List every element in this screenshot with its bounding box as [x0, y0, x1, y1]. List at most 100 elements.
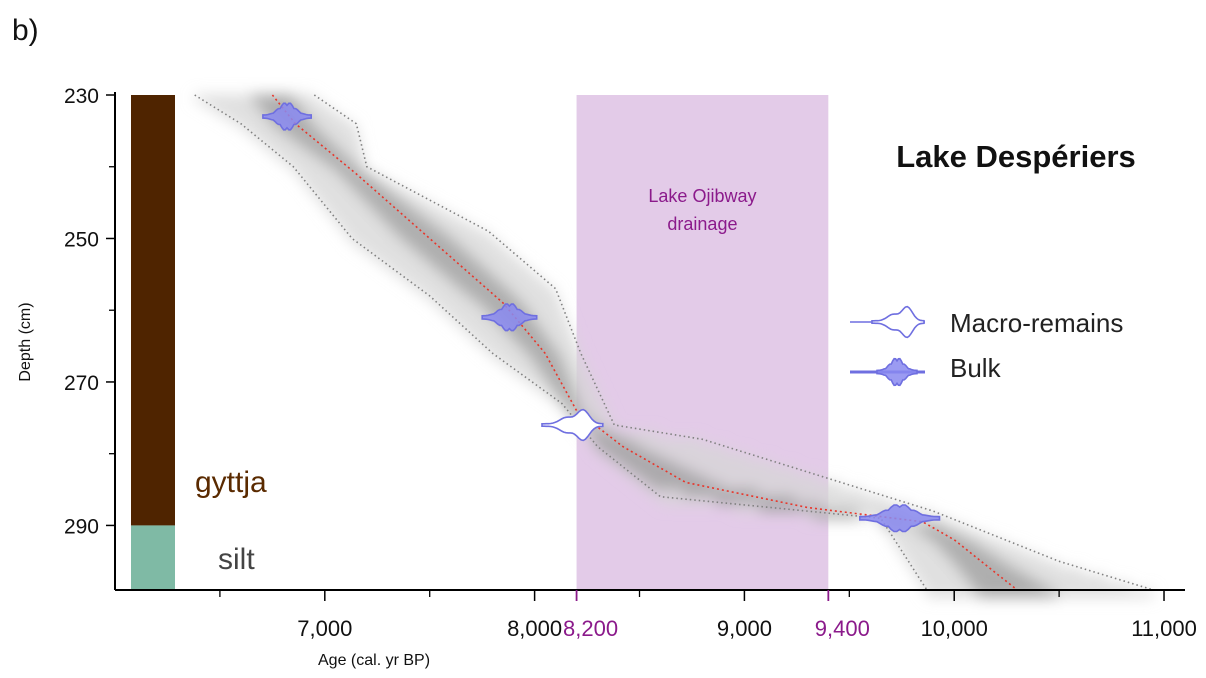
- band-core-slice: [285, 129, 324, 140]
- band-core-slice: [565, 402, 581, 412]
- band-slice: [624, 467, 795, 477]
- band-core-slice: [429, 259, 479, 269]
- band-core-slice: [369, 201, 409, 211]
- band-core-slice: [251, 94, 294, 104]
- band-core-slice: [389, 223, 437, 233]
- band-core-slice: [683, 488, 758, 498]
- band-core-slice: [324, 158, 353, 168]
- band-core-slice: [924, 531, 959, 541]
- band-core-slice: [509, 330, 546, 340]
- x-tick-label: 8,000: [507, 616, 562, 641]
- median-line: [271, 94, 1018, 591]
- band-core-slice: [295, 137, 331, 147]
- band-core-slice: [620, 459, 676, 470]
- band-core-slice: [472, 294, 518, 305]
- bulk-violin: [481, 303, 538, 332]
- band-core-slice: [522, 345, 556, 355]
- band-slice: [597, 445, 726, 455]
- band-core-slice: [257, 101, 299, 111]
- band-core-slice: [275, 122, 316, 132]
- band-core-slice: [555, 388, 575, 398]
- band-slice: [606, 452, 749, 462]
- date-bulk: [481, 303, 538, 332]
- legend-label-bulk: Bulk: [950, 353, 1002, 383]
- lithology-gyttja: [131, 95, 175, 526]
- x-axis-label: Age (cal. yr BP): [318, 652, 430, 669]
- band-core-slice: [355, 187, 390, 197]
- band-core-slice: [941, 545, 985, 556]
- y-tick-label: 230: [64, 85, 99, 108]
- band-core-slice: [348, 180, 380, 190]
- x-highlight-tick-label: 9,400: [815, 616, 870, 641]
- chart-title: Lake Despériers: [896, 139, 1136, 174]
- drainage-label-line: Lake Ojibway: [648, 186, 756, 206]
- band-core-slice: [971, 581, 1045, 591]
- band-core-slice: [560, 395, 578, 405]
- band-core-slice: [934, 538, 974, 548]
- date-bulk: [262, 102, 312, 131]
- band-slice: [591, 438, 703, 448]
- legend-macro-symbol: [871, 305, 925, 339]
- band-core-slice: [814, 510, 859, 520]
- band-slice: [615, 459, 772, 470]
- band-core-slice: [948, 553, 997, 563]
- band-core-slice: [977, 589, 1057, 599]
- band-slice: [293, 165, 367, 175]
- band-slice: [733, 502, 911, 513]
- band-core-slice: [421, 251, 471, 261]
- band-core-slice: [960, 567, 1020, 577]
- y-tick-label: 250: [64, 228, 99, 251]
- panel-label: b): [12, 14, 39, 47]
- drainage-label-line: drainage: [667, 214, 737, 234]
- band-slice: [651, 488, 864, 498]
- drainage-region: [576, 95, 829, 590]
- bulk-violin: [859, 504, 941, 533]
- bulk-violin: [262, 102, 312, 131]
- band-core-slice: [463, 287, 511, 297]
- band-core-slice: [314, 151, 346, 161]
- band-core-slice: [437, 266, 487, 276]
- band-core-slice: [446, 273, 495, 283]
- band-core-slice: [334, 165, 361, 175]
- band-core-slice: [591, 431, 617, 441]
- band-core-slice: [630, 467, 691, 477]
- legend-label-macro-remains: Macro-remains: [950, 308, 1123, 338]
- lithology-label-gyttja: gyttja: [195, 466, 267, 499]
- band-core-slice: [539, 366, 567, 376]
- x-highlight-tick-label: 8,200: [563, 616, 618, 641]
- lithology-label-silt: silt: [218, 543, 255, 576]
- band-core-slice: [650, 481, 721, 491]
- band-core-slice: [759, 502, 821, 513]
- legend-bulk-symbol: [876, 357, 918, 387]
- band-slice: [284, 158, 366, 168]
- band-core-slice: [914, 524, 944, 534]
- band-slice: [299, 172, 381, 183]
- band-core-slice: [342, 172, 371, 183]
- band-slice: [585, 431, 659, 441]
- lithology-silt: [131, 525, 175, 590]
- x-tick-label: 10,000: [921, 616, 988, 641]
- envelope-min-line: [194, 94, 928, 591]
- band-core-slice: [640, 474, 706, 484]
- band-core-slice: [954, 560, 1008, 570]
- band-slice: [633, 474, 818, 484]
- macro-remains-violin: [871, 305, 925, 339]
- band-core-slice: [362, 194, 399, 204]
- bulk-violin: [876, 357, 918, 387]
- x-tick-label: 11,000: [1131, 616, 1197, 641]
- band-core-slice: [404, 237, 456, 247]
- date-macro-remains: [541, 408, 604, 442]
- legend-entry-macro-remains: Macro-remains: [850, 305, 1123, 339]
- band-core-slice: [600, 445, 646, 455]
- band-core-slice: [412, 244, 463, 254]
- band-core-slice: [534, 359, 564, 369]
- band-core-slice: [966, 574, 1033, 584]
- band-core-slice: [544, 373, 569, 383]
- band-core-slice: [529, 352, 561, 362]
- band-core-slice: [376, 208, 418, 218]
- band-core-slice: [610, 452, 661, 462]
- date-bulk: [859, 504, 941, 533]
- band-core-slice: [454, 280, 503, 290]
- band-core-slice: [396, 230, 447, 240]
